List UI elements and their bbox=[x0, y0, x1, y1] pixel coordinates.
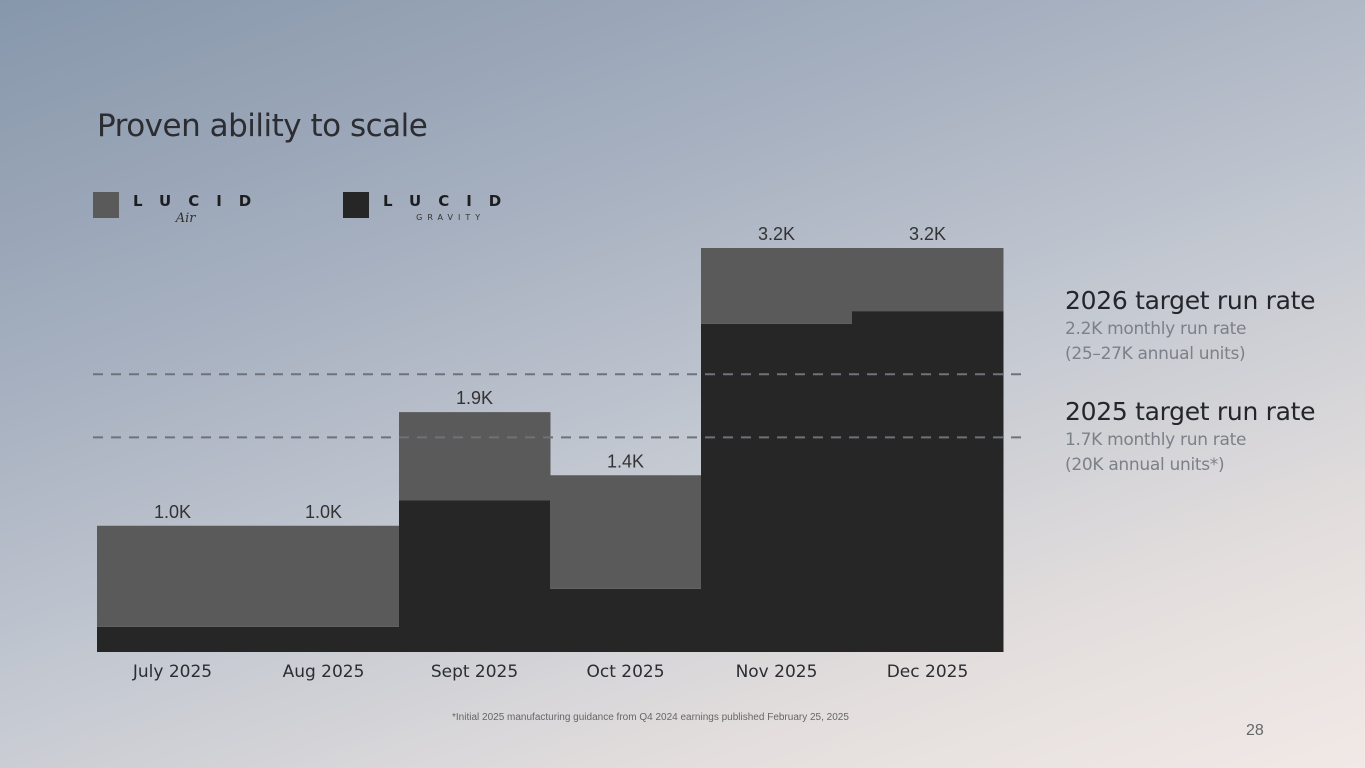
logo-sub: GRAVITY bbox=[416, 213, 486, 222]
target-annual: (25–27K annual units) bbox=[1065, 344, 1246, 364]
bar-segment-lucid-air bbox=[852, 248, 1004, 312]
target-annual: (20K annual units*) bbox=[1065, 455, 1225, 475]
bar-segment-lucid-gravity bbox=[701, 323, 853, 652]
x-tick-label: July 2025 bbox=[132, 662, 212, 682]
bar-segment-lucid-gravity bbox=[550, 588, 702, 652]
data-label: 1.9K bbox=[456, 388, 493, 408]
legend-item-lucid-air: LUCID Air bbox=[93, 192, 268, 226]
legend-swatch-air bbox=[93, 192, 119, 218]
target-monthly: 1.7K monthly run rate bbox=[1065, 430, 1247, 450]
target-title: 2025 target run rate bbox=[1065, 397, 1316, 426]
x-tick-label: Dec 2025 bbox=[887, 662, 969, 682]
bar-segment-lucid-gravity bbox=[248, 626, 400, 652]
slide-title: Proven ability to scale bbox=[97, 108, 428, 144]
bar-segment-lucid-air bbox=[550, 475, 702, 589]
x-tick-label: Oct 2025 bbox=[586, 662, 664, 682]
bar-segment-lucid-air bbox=[248, 525, 400, 627]
lucid-air-logo: LUCID Air bbox=[133, 192, 268, 226]
target-2025: 2025 target run rate 1.7K monthly run ra… bbox=[1065, 397, 1316, 478]
data-label: 1.4K bbox=[607, 451, 644, 471]
bar-segment-lucid-gravity bbox=[97, 626, 249, 652]
target-monthly: 2.2K monthly run rate bbox=[1065, 319, 1247, 339]
data-label: 1.0K bbox=[305, 502, 342, 522]
logo-word: LUCID bbox=[133, 192, 269, 210]
logo-sub: Air bbox=[175, 211, 196, 226]
logo-word: LUCID bbox=[383, 192, 519, 210]
data-label: 3.2K bbox=[909, 224, 946, 244]
target-2026: 2026 target run rate 2.2K monthly run ra… bbox=[1065, 286, 1316, 367]
x-tick-label: Aug 2025 bbox=[283, 662, 365, 682]
data-label: 1.0K bbox=[154, 502, 191, 522]
lucid-gravity-logo: LUCID GRAVITY bbox=[383, 192, 518, 222]
footnote: *Initial 2025 manufacturing guidance fro… bbox=[452, 712, 849, 723]
bar-segment-lucid-air bbox=[399, 412, 551, 501]
x-tick-label: Nov 2025 bbox=[736, 662, 818, 682]
x-tick-label: Sept 2025 bbox=[431, 662, 518, 682]
bar-segment-lucid-gravity bbox=[852, 311, 1004, 652]
bar-segment-lucid-air bbox=[97, 525, 249, 627]
data-label: 3.2K bbox=[758, 224, 795, 244]
bar-segment-lucid-gravity bbox=[399, 500, 551, 652]
target-title: 2026 target run rate bbox=[1065, 286, 1316, 315]
page-number: 28 bbox=[1246, 722, 1264, 739]
legend-swatch-gravity bbox=[343, 192, 369, 218]
bar-segment-lucid-air bbox=[701, 248, 853, 324]
legend-item-lucid-gravity: LUCID GRAVITY bbox=[343, 192, 518, 222]
